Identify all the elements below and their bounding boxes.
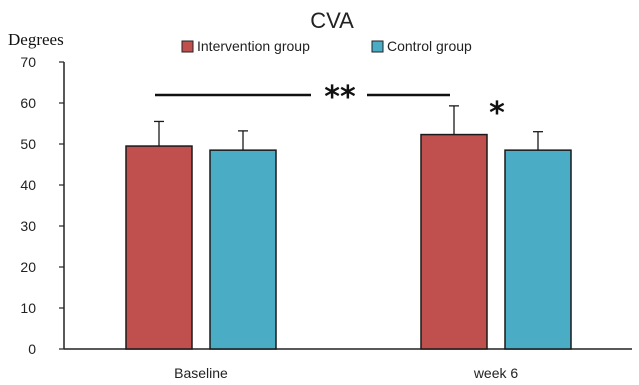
bar (209, 149, 277, 350)
bars (125, 133, 572, 350)
legend-label-control: Control group (387, 38, 472, 54)
y-tick-label: 10 (20, 300, 36, 316)
legend-swatch-intervention (181, 40, 194, 53)
y-tick-label: 60 (20, 95, 36, 111)
y-tick-label: 30 (20, 218, 36, 234)
y-tick-label: 50 (20, 136, 36, 152)
bar (504, 149, 572, 350)
legend: Intervention group Control group (181, 38, 472, 54)
bar (420, 133, 488, 350)
y-tick-label: 20 (20, 259, 36, 275)
y-tick-label: 40 (20, 177, 36, 193)
x-tick-label: Baseline (174, 365, 228, 381)
y-tick-label: 70 (20, 54, 36, 70)
significance-annotations: ** * (155, 80, 505, 131)
legend-swatch-control (371, 40, 384, 53)
bar (125, 145, 193, 350)
y-tick-label: 0 (28, 341, 36, 357)
x-tick-label: week 6 (473, 365, 519, 381)
y-axis-label: Degrees (8, 30, 64, 49)
significance-marker-single: * (489, 96, 505, 131)
chart-title: CVA (310, 8, 354, 33)
error-bars (154, 105, 543, 151)
significance-marker-double: ** (324, 80, 356, 115)
legend-label-intervention: Intervention group (197, 38, 310, 54)
